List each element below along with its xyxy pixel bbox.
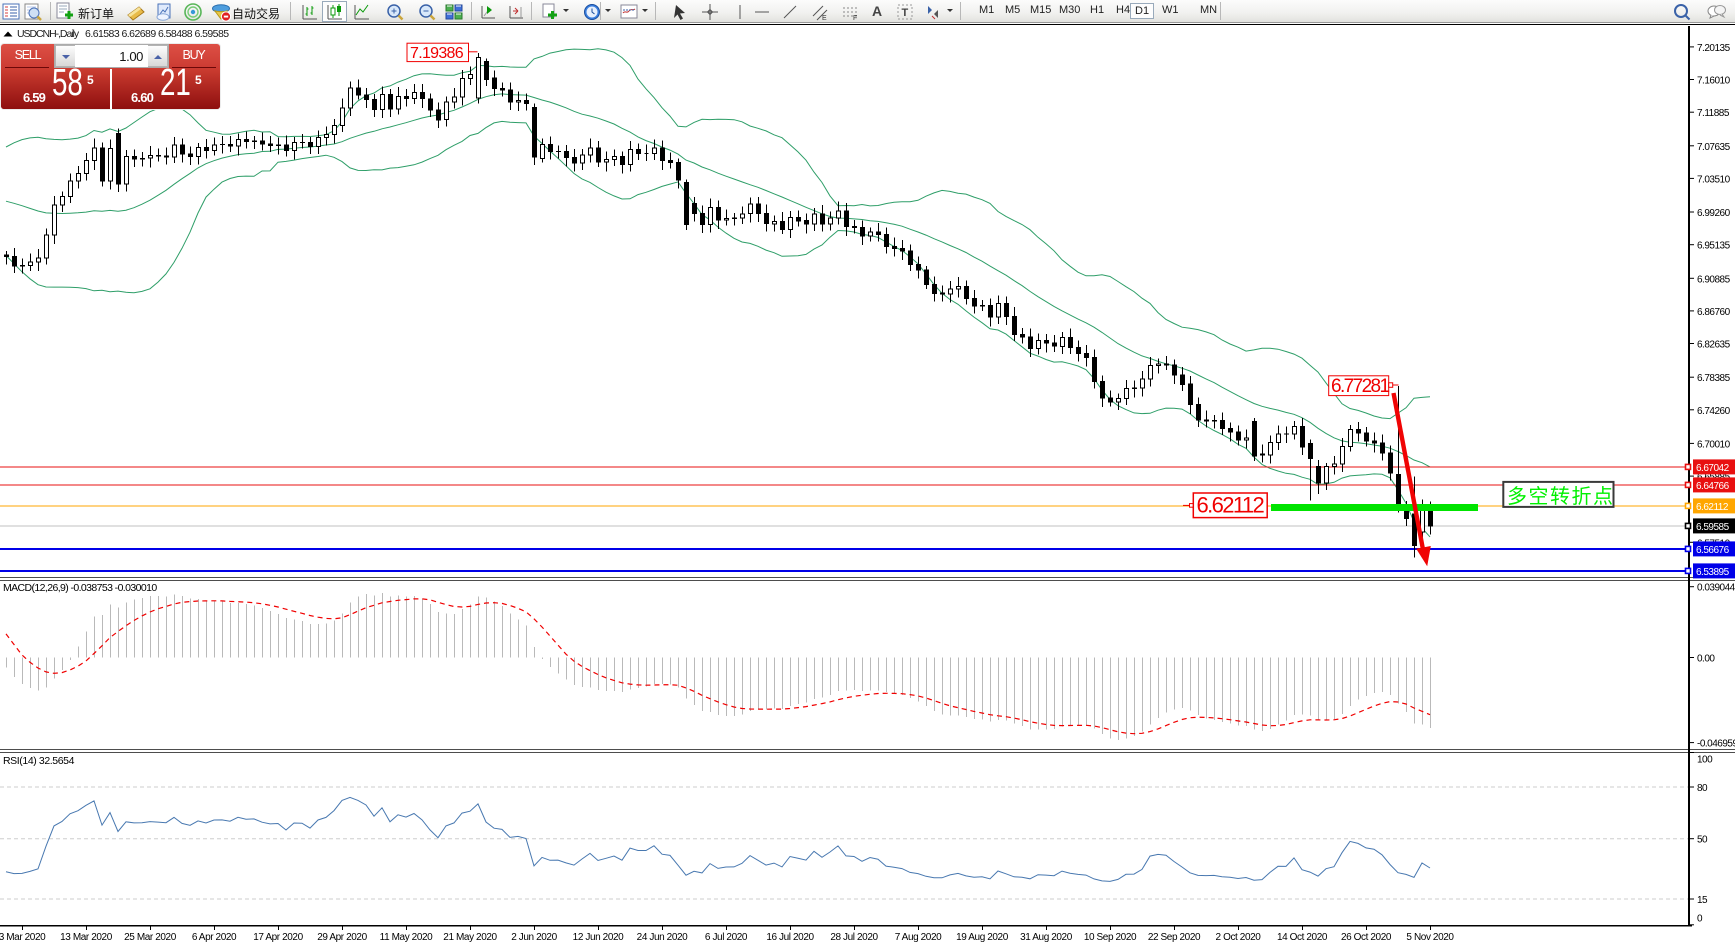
svg-text:100: 100: [1697, 755, 1713, 766]
svg-text:6.78385: 6.78385: [1697, 373, 1731, 384]
svg-text:80: 80: [1697, 783, 1708, 794]
svg-text:50: 50: [1697, 835, 1708, 846]
svg-text:0.039044: 0.039044: [1697, 583, 1735, 594]
svg-text:6.62112: 6.62112: [1197, 493, 1265, 518]
svg-text:3 Mar 2020: 3 Mar 2020: [0, 932, 46, 943]
svg-text:7.19386: 7.19386: [410, 45, 464, 62]
svg-text:0.00: 0.00: [1697, 654, 1715, 665]
svg-text:6.99260: 6.99260: [1697, 208, 1731, 219]
svg-text:MACD(12,26,9) -0.038753 -0.030: MACD(12,26,9) -0.038753 -0.030010: [3, 582, 157, 594]
svg-text:7.07635: 7.07635: [1697, 142, 1731, 153]
svg-text:12 Jun 2020: 12 Jun 2020: [573, 932, 624, 943]
svg-text:7.11885: 7.11885: [1697, 108, 1730, 119]
svg-text:E: E: [822, 15, 827, 22]
svg-text:21 May 2020: 21 May 2020: [443, 932, 497, 943]
svg-text:25 Mar 2020: 25 Mar 2020: [124, 932, 177, 943]
svg-text:11 May 2020: 11 May 2020: [380, 932, 434, 943]
svg-text:6 Apr 2020: 6 Apr 2020: [192, 932, 237, 943]
svg-text:-0.046959: -0.046959: [1697, 739, 1735, 750]
svg-text:RSI(14) 32.5654: RSI(14) 32.5654: [3, 755, 75, 767]
svg-text:6.59585: 6.59585: [1696, 522, 1730, 533]
svg-text:5 Nov 2020: 5 Nov 2020: [1406, 932, 1454, 943]
svg-text:6.53895: 6.53895: [1696, 567, 1730, 578]
svg-text:22 Sep 2020: 22 Sep 2020: [1148, 932, 1201, 943]
svg-text:6.74260: 6.74260: [1697, 406, 1731, 417]
svg-text:15: 15: [1697, 895, 1708, 906]
svg-text:2 Oct 2020: 2 Oct 2020: [1216, 932, 1262, 943]
svg-text:19 Aug 2020: 19 Aug 2020: [956, 932, 1009, 943]
svg-text:6.62112: 6.62112: [1696, 502, 1729, 513]
svg-text:16 Jul 2020: 16 Jul 2020: [766, 932, 814, 943]
svg-text:多空转折点: 多空转折点: [1507, 485, 1615, 508]
svg-text:0: 0: [1697, 914, 1703, 925]
svg-text:6.90885: 6.90885: [1697, 274, 1731, 285]
svg-text:6 Jul 2020: 6 Jul 2020: [705, 932, 748, 943]
svg-text:29 Apr 2020: 29 Apr 2020: [317, 932, 367, 943]
svg-text:6.70010: 6.70010: [1697, 439, 1731, 450]
svg-text:T: T: [902, 7, 909, 19]
svg-text:6.67042: 6.67042: [1696, 463, 1730, 474]
svg-text:6.64766: 6.64766: [1696, 481, 1730, 492]
svg-text:6.86760: 6.86760: [1697, 307, 1731, 318]
svg-text:28 Jul 2020: 28 Jul 2020: [830, 932, 878, 943]
svg-text:6.95135: 6.95135: [1697, 241, 1731, 252]
svg-text:7 Aug 2020: 7 Aug 2020: [895, 932, 942, 943]
svg-text:6.77281: 6.77281: [1331, 376, 1390, 397]
svg-text:7.20135: 7.20135: [1697, 43, 1731, 54]
svg-text:6.56676: 6.56676: [1696, 545, 1730, 556]
svg-text:10 Sep 2020: 10 Sep 2020: [1084, 932, 1137, 943]
svg-text:14 Oct 2020: 14 Oct 2020: [1277, 932, 1328, 943]
svg-text:7.16010: 7.16010: [1697, 76, 1731, 87]
svg-text:17 Apr 2020: 17 Apr 2020: [253, 932, 303, 943]
svg-text:6.82635: 6.82635: [1697, 340, 1731, 351]
svg-text:F: F: [853, 15, 857, 22]
svg-text:31 Aug 2020: 31 Aug 2020: [1020, 932, 1073, 943]
svg-text:7.03510: 7.03510: [1697, 174, 1731, 185]
svg-text:13 Mar 2020: 13 Mar 2020: [60, 932, 113, 943]
svg-text:24 Jun 2020: 24 Jun 2020: [637, 932, 688, 943]
svg-text:2 Jun 2020: 2 Jun 2020: [511, 932, 557, 943]
svg-text:26 Oct 2020: 26 Oct 2020: [1341, 932, 1392, 943]
